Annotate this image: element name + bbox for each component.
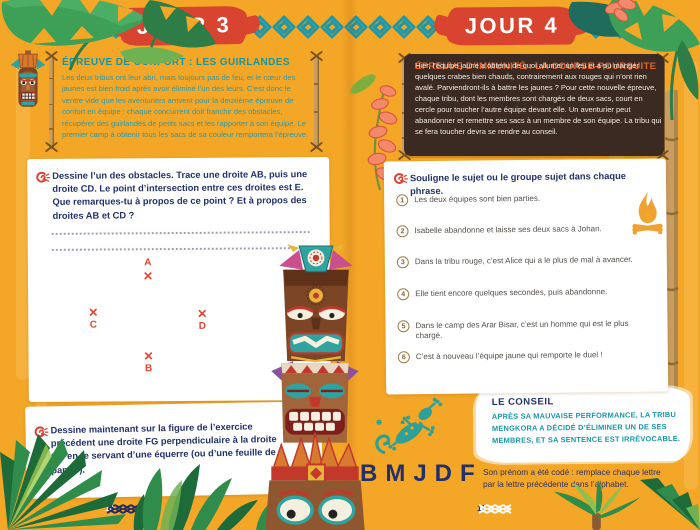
sentence-number: 4: [397, 288, 410, 301]
exercise-prompt: Dessine l’un des obstacles. Trace une dr…: [52, 169, 308, 221]
sentence-text: Dans le camp des Arar Bisar, c’est un ho…: [415, 318, 629, 341]
conseil-panel: LE CONSEIL APRÈS SA MAUVAISE PERFORMANCE…: [475, 386, 691, 464]
footer-pattern: [478, 504, 513, 514]
point-marker-icon: ✕: [143, 349, 154, 364]
page-number: 11: [477, 504, 486, 513]
point-label: C: [89, 319, 97, 331]
campfire-icon: [632, 191, 663, 235]
yucca-palm-icon: [553, 480, 641, 530]
intro-body: Les deux tribus ont leur abri, mais touj…: [62, 73, 309, 139]
sentence-number: 1: [396, 194, 409, 207]
spiral-bullet-icon: [393, 173, 408, 184]
point-marker-icon: ✕: [197, 306, 208, 321]
spiral-bullet-icon: [36, 171, 51, 183]
point-label: B: [144, 363, 153, 375]
bamboo-stick: [314, 55, 319, 149]
bamboo-watermark: [16, 60, 30, 380]
sentence-item: 3 Dans la tribu rouge, c’est Alice qui a…: [396, 254, 653, 273]
conseil-body: APRÈS SA MAUVAISE PERFORMANCE, LA TRIBU …: [491, 410, 681, 445]
monstera-leaves-icon: [568, 0, 700, 121]
intro-title: ÉPREUVE D’IMMUNITÉ : LA COURSE-POURSUITE: [415, 61, 657, 72]
conseil-title: LE CONSEIL: [491, 396, 554, 408]
sentence-text: C’est à nouveau l’équipe jaune qui rempo…: [415, 350, 603, 362]
exercise-card-geometry: Dessine l’un des obstacles. Trace une dr…: [27, 156, 331, 403]
answer-line: [51, 231, 310, 235]
sentence-number: 6: [397, 351, 410, 364]
gecko-icon: [375, 397, 443, 455]
bamboo-tie: [45, 141, 58, 154]
tiki-mask-icon: [10, 50, 46, 107]
bamboo-stick: [49, 55, 54, 149]
exercise-card-grammar: Souligne le sujet ou le groupe sujet dan…: [383, 158, 669, 395]
immunity-intro-panel: ÉPREUVE D’IMMUNITÉ : LA COURSE-POURSUITE…: [404, 54, 664, 156]
sentence-text: Isabelle abandonne et laisse ses deux sa…: [414, 224, 602, 236]
palm-frond-icon: [640, 478, 700, 530]
sentence-number: 3: [396, 256, 409, 269]
flower-icon: [350, 74, 398, 191]
sentence-item: 2 Isabelle abandonne et laisse ses deux …: [396, 223, 652, 242]
point-label: A: [144, 257, 152, 269]
point-label: D: [198, 320, 206, 332]
monstera-leaf-icon: [1, 0, 216, 71]
bamboo-watermark: [684, 60, 698, 490]
sentence-number: 2: [396, 225, 409, 238]
sentence-item: 6 C’est à nouveau l’équipe jaune qui rem…: [397, 349, 654, 368]
totem-icon: [265, 243, 365, 530]
bamboo-tie: [310, 141, 323, 154]
spiral-bullet-icon: [34, 426, 49, 438]
intro-title: ÉPREUVE DE CONFORT : LES GUIRLANDES: [62, 57, 290, 68]
exercise-card-perpendicular: Dessine maintenant sur la figure de l’ex…: [25, 401, 323, 499]
sentence-item: 1 Les deux équipes sont bien parties.: [396, 192, 652, 211]
palm-frond-icon: [0, 434, 126, 530]
sentence-item: 4 Elle tient encore quelques secondes, p…: [397, 286, 653, 305]
page-number: 10: [105, 504, 114, 513]
point-marker-icon: ✕: [142, 269, 154, 284]
footer-pattern: [106, 504, 141, 514]
conseil-instruction: Son prénom a été codé : remplace chaque …: [483, 467, 661, 490]
sentence-text: Elle tient encore quelques secondes, pui…: [415, 287, 608, 299]
sentence-text: Dans la tribu rouge, c’est Alice qui a l…: [414, 254, 633, 267]
point-marker-icon: ✕: [88, 305, 99, 320]
intro-body: Hier, l’équipe jaune a obtenu de quoi al…: [415, 61, 662, 136]
sentence-text: Les deux équipes sont bien parties.: [414, 193, 541, 205]
sentence-number: 5: [397, 320, 410, 333]
sentence-item: 5 Dans le camp des Arar Bisar, c’est un …: [397, 318, 653, 341]
bush-leaves-icon: [133, 464, 258, 530]
coded-name: BMJDF: [360, 460, 483, 487]
